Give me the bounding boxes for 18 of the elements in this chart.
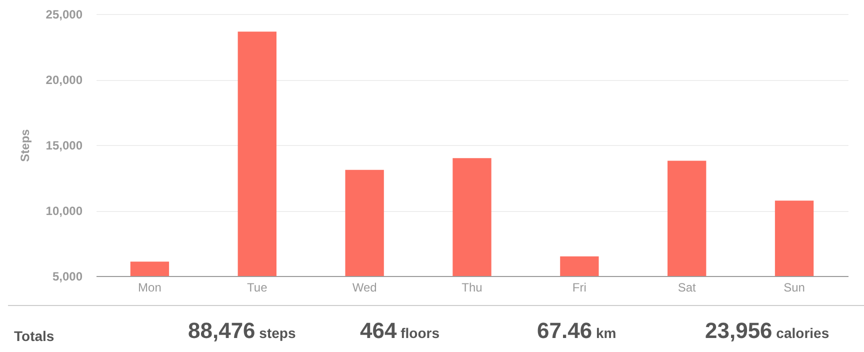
x-tick-label: Mon (138, 280, 162, 294)
text: Totals (14, 328, 54, 344)
x-tick-label: Sat (678, 280, 697, 294)
x-tick-label: Sun (784, 280, 805, 294)
x-tick-label: Fri (572, 280, 586, 294)
y-tick-label: 10,000 (46, 204, 83, 218)
y-axis-title: Steps (18, 128, 32, 162)
y-tick-label: 25,000 (46, 8, 83, 22)
text: 88,476 steps (188, 318, 296, 343)
y-tick-label: 15,000 (46, 138, 83, 152)
x-tick-label: Tue (247, 280, 268, 294)
text: 464 floors (360, 318, 440, 343)
text: 23,956 calories (705, 318, 830, 343)
x-tick-label: Thu (462, 280, 482, 294)
y-tick-label: 20,000 (46, 73, 83, 87)
x-tick-label: Wed (352, 280, 377, 294)
y-tick-label: 5,000 (52, 270, 83, 284)
text: 67.46 km (537, 318, 616, 343)
